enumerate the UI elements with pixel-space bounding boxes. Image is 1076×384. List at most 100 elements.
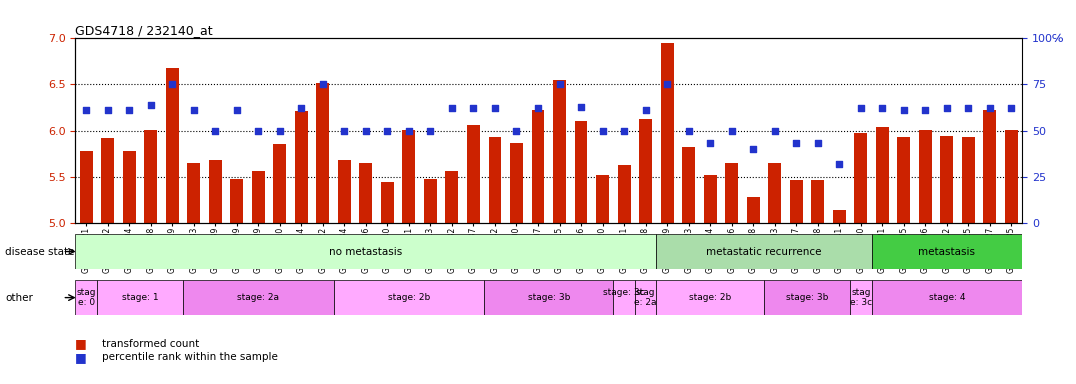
- Bar: [854, 133, 867, 223]
- Text: stag
e: 3c: stag e: 3c: [850, 288, 872, 307]
- Point: [809, 141, 826, 147]
- Point: [185, 107, 202, 113]
- FancyBboxPatch shape: [635, 280, 656, 315]
- Text: stage: 2b: stage: 2b: [387, 293, 430, 302]
- Bar: [532, 110, 544, 223]
- FancyBboxPatch shape: [484, 280, 613, 315]
- Point: [702, 141, 719, 147]
- Bar: [876, 127, 889, 223]
- Text: ■: ■: [75, 351, 87, 364]
- Text: stage: 1: stage: 1: [122, 293, 158, 302]
- Bar: [295, 111, 308, 223]
- Text: stage: 3c: stage: 3c: [604, 288, 645, 307]
- Bar: [166, 68, 179, 223]
- Bar: [424, 179, 437, 223]
- Point: [486, 105, 504, 111]
- Bar: [338, 160, 351, 223]
- Point: [895, 107, 912, 113]
- Text: ■: ■: [75, 337, 87, 350]
- Bar: [1005, 130, 1018, 223]
- Point: [314, 81, 331, 88]
- Point: [659, 81, 676, 88]
- Bar: [682, 147, 695, 223]
- Point: [680, 127, 697, 134]
- Bar: [101, 138, 114, 223]
- Point: [207, 127, 224, 134]
- Bar: [897, 137, 910, 223]
- Bar: [489, 137, 501, 223]
- Bar: [811, 180, 824, 223]
- Text: GDS4718 / 232140_at: GDS4718 / 232140_at: [75, 24, 213, 37]
- Text: metastasis: metastasis: [919, 247, 975, 257]
- Bar: [510, 144, 523, 223]
- Text: other: other: [5, 293, 33, 303]
- Point: [142, 102, 159, 108]
- Bar: [919, 130, 932, 223]
- Point: [529, 105, 547, 111]
- FancyBboxPatch shape: [850, 280, 872, 315]
- Point: [400, 127, 417, 134]
- FancyBboxPatch shape: [75, 234, 656, 269]
- Point: [788, 141, 805, 147]
- Text: stage: 3b: stage: 3b: [527, 293, 570, 302]
- Point: [443, 105, 461, 111]
- Bar: [940, 136, 953, 223]
- Point: [831, 161, 848, 167]
- FancyBboxPatch shape: [656, 234, 872, 269]
- FancyBboxPatch shape: [183, 280, 334, 315]
- Bar: [833, 210, 846, 223]
- Bar: [230, 179, 243, 223]
- Point: [960, 105, 977, 111]
- FancyBboxPatch shape: [872, 234, 1022, 269]
- Bar: [316, 83, 329, 223]
- Point: [766, 127, 783, 134]
- Text: stag
e: 2a: stag e: 2a: [635, 288, 656, 307]
- Bar: [445, 171, 458, 223]
- Bar: [983, 110, 996, 223]
- Point: [917, 107, 934, 113]
- Bar: [187, 163, 200, 223]
- Point: [594, 127, 611, 134]
- Text: stage: 3b: stage: 3b: [785, 293, 829, 302]
- Text: stage: 2a: stage: 2a: [237, 293, 280, 302]
- Text: metastatic recurrence: metastatic recurrence: [706, 247, 822, 257]
- Text: stag
e: 0: stag e: 0: [76, 288, 96, 307]
- Bar: [747, 197, 760, 223]
- Bar: [359, 163, 372, 223]
- Bar: [553, 80, 566, 223]
- FancyBboxPatch shape: [613, 280, 635, 315]
- Point: [874, 105, 891, 111]
- Point: [228, 107, 245, 113]
- Text: stage: 2b: stage: 2b: [689, 293, 732, 302]
- FancyBboxPatch shape: [97, 280, 183, 315]
- Bar: [661, 43, 674, 223]
- Bar: [790, 180, 803, 223]
- Bar: [618, 165, 631, 223]
- Point: [293, 105, 310, 111]
- Point: [723, 127, 740, 134]
- Bar: [381, 182, 394, 223]
- Point: [77, 107, 95, 113]
- Point: [508, 127, 525, 134]
- FancyBboxPatch shape: [764, 280, 850, 315]
- Point: [465, 105, 482, 111]
- Text: percentile rank within the sample: percentile rank within the sample: [102, 352, 278, 362]
- Text: no metastasis: no metastasis: [329, 247, 402, 257]
- Bar: [575, 121, 587, 223]
- Bar: [144, 130, 157, 223]
- Text: stage: 4: stage: 4: [929, 293, 965, 302]
- Point: [379, 127, 396, 134]
- Point: [981, 105, 999, 111]
- Bar: [467, 125, 480, 223]
- Point: [551, 81, 568, 88]
- Point: [852, 105, 869, 111]
- Bar: [596, 175, 609, 223]
- Bar: [704, 175, 717, 223]
- Bar: [725, 163, 738, 223]
- Bar: [123, 151, 136, 223]
- Bar: [252, 171, 265, 223]
- FancyBboxPatch shape: [75, 280, 97, 315]
- Bar: [80, 151, 93, 223]
- Point: [121, 107, 138, 113]
- FancyBboxPatch shape: [872, 280, 1022, 315]
